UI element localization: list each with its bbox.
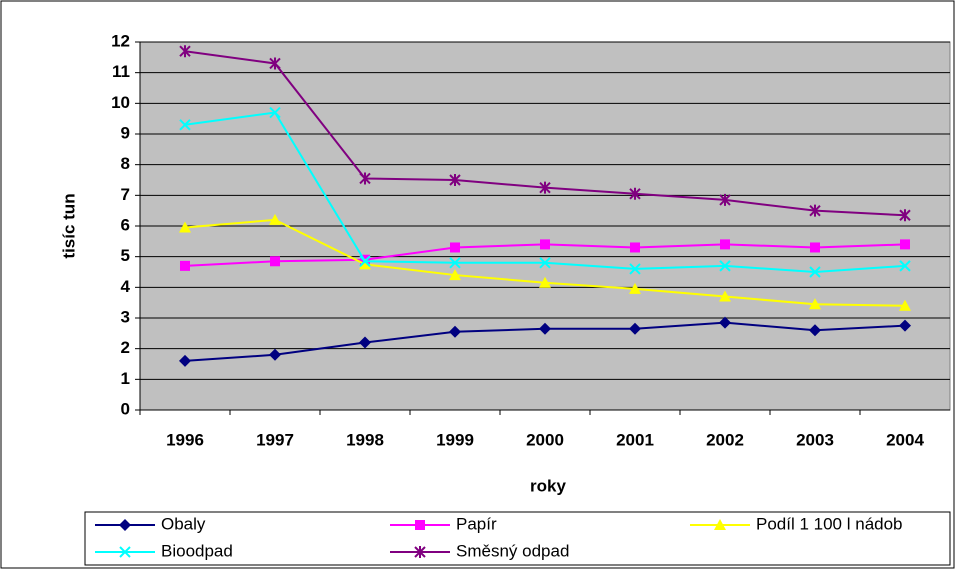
marker [809, 324, 821, 337]
marker [179, 354, 191, 367]
marker [270, 256, 280, 267]
marker [719, 316, 731, 329]
marker [539, 322, 551, 335]
y-tick-label: 11 [112, 62, 130, 81]
y-tick-label: 9 [121, 123, 130, 142]
marker [119, 519, 131, 531]
marker [414, 546, 426, 558]
y-tick-label: 4 [121, 277, 131, 296]
marker [359, 336, 371, 349]
legend [84, 511, 951, 566]
marker [809, 204, 821, 217]
y-axis-label: tisíc tun [59, 193, 78, 258]
x-tick-label: 1997 [256, 430, 294, 449]
marker [629, 322, 641, 335]
marker [629, 282, 641, 294]
marker [630, 242, 640, 253]
y-tick-label: 7 [121, 185, 130, 204]
x-tick-label: 2004 [886, 430, 924, 449]
x-axis-label: roky [530, 476, 566, 495]
marker [450, 242, 460, 253]
x-tick-label: 2003 [796, 430, 834, 449]
legend-label: Podíl 1 100 l nádob [756, 514, 903, 533]
marker [449, 174, 461, 186]
marker [809, 266, 821, 278]
x-tick-label: 1998 [346, 430, 384, 449]
y-tick-label: 2 [121, 338, 130, 357]
marker [539, 181, 551, 194]
marker [714, 519, 726, 530]
legend-label: Bioodpad [161, 541, 233, 560]
marker [539, 257, 551, 269]
marker [359, 255, 371, 267]
marker [899, 209, 911, 222]
y-tick-label: 1 [121, 369, 130, 388]
marker [179, 221, 191, 233]
marker [629, 263, 641, 275]
marker [269, 213, 281, 225]
marker [449, 269, 461, 281]
marker [900, 239, 910, 250]
marker [415, 520, 425, 530]
y-tick-label: 8 [121, 154, 130, 173]
x-tick-label: 1999 [436, 430, 474, 449]
marker [719, 260, 731, 272]
marker [359, 172, 371, 185]
legend-label: Papír [456, 514, 497, 533]
marker [719, 193, 731, 206]
marker [269, 348, 281, 361]
marker [449, 257, 461, 269]
marker [540, 239, 550, 250]
marker [539, 276, 551, 288]
marker [119, 546, 131, 558]
marker [449, 325, 461, 338]
marker [719, 290, 731, 302]
y-tick-label: 12 [111, 31, 130, 50]
y-tick-label: 3 [121, 307, 130, 326]
marker [359, 258, 371, 270]
marker [179, 119, 191, 131]
marker [809, 298, 821, 310]
marker [269, 106, 281, 119]
legend-label: Obaly [161, 514, 206, 533]
marker [810, 242, 820, 253]
x-tick-label: 2001 [616, 430, 654, 449]
marker [180, 260, 190, 271]
y-tick-label: 10 [111, 93, 130, 112]
marker [899, 319, 911, 332]
y-tick-label: 0 [121, 399, 130, 418]
marker [179, 45, 191, 58]
legend-label: Směsný odpad [456, 541, 569, 560]
marker [629, 187, 641, 200]
x-tick-label: 2000 [526, 430, 564, 449]
x-tick-label: 1996 [166, 430, 204, 449]
marker [899, 260, 911, 272]
x-tick-label: 2002 [706, 430, 744, 449]
marker [720, 239, 730, 250]
marker [899, 299, 911, 311]
marker [269, 57, 281, 70]
y-tick-label: 6 [121, 215, 130, 234]
y-tick-label: 5 [121, 246, 130, 265]
